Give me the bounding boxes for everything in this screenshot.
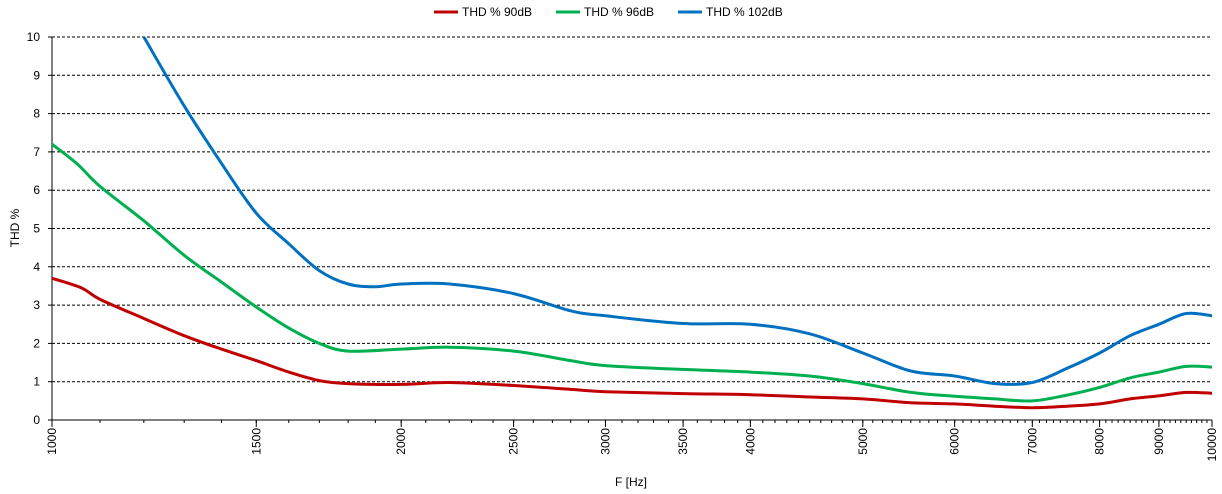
x-axis-ticks: 1000 1500 2000 2500 3000 3500 4000 5000 6000 7000… xyxy=(45,420,1219,461)
x-tick-label: 5000 xyxy=(856,428,870,455)
y-tick-label: 5 xyxy=(33,222,40,236)
y-axis-title: THD % xyxy=(8,208,22,247)
x-tick-label: 2000 xyxy=(394,428,408,455)
y-tick-label: 10 xyxy=(27,30,41,44)
y-tick-label: 3 xyxy=(33,298,40,312)
x-tick-label: 3000 xyxy=(598,428,612,455)
series-line-2 xyxy=(52,142,1212,403)
x-tick-label: 1500 xyxy=(249,428,263,455)
x-tick-label: 6000 xyxy=(948,428,962,455)
x-tick-label: 7000 xyxy=(1025,428,1039,455)
y-tick-label: 7 xyxy=(33,145,40,159)
x-tick-label: 4000 xyxy=(743,428,757,455)
x-tick-label: 8000 xyxy=(1093,428,1107,455)
x-tick-label: 10000 xyxy=(1205,428,1219,462)
y-tick-label: 0 xyxy=(33,413,40,427)
legend-label-2: THD % 96dB xyxy=(584,5,654,19)
y-tick-label: 2 xyxy=(33,336,40,350)
x-tick-label: 3500 xyxy=(676,428,690,455)
legend: THD % 90dB THD % 96dB THD % 102dB xyxy=(434,5,783,19)
x-tick-label: 2500 xyxy=(507,428,521,455)
gridlines xyxy=(52,36,1212,383)
y-tick-label: 6 xyxy=(33,183,40,197)
series-line-3 xyxy=(142,37,1212,386)
series-line-1 xyxy=(52,276,1212,410)
plot-area xyxy=(52,37,1212,410)
x-tick-label: 9000 xyxy=(1152,428,1166,455)
y-tick-label: 1 xyxy=(33,375,40,389)
legend-label-3: THD % 102dB xyxy=(706,5,783,19)
y-tick-label: 9 xyxy=(33,68,40,82)
legend-label-1: THD % 90dB xyxy=(462,5,532,19)
x-tick-label: 1000 xyxy=(45,428,59,455)
y-tick-label: 4 xyxy=(33,260,40,274)
x-axis-title: F [Hz] xyxy=(615,475,647,489)
y-tick-label: 8 xyxy=(33,107,40,121)
y-axis-ticks: 0 1 2 3 4 5 6 7 8 9 10 xyxy=(27,30,52,427)
